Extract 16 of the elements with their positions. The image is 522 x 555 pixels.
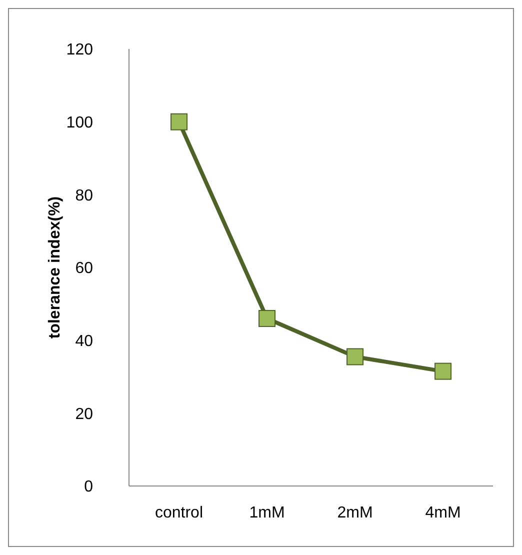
y-tick-label: 80 [75, 187, 94, 204]
y-tick-label: 100 [66, 114, 94, 132]
x-tick-label: control [154, 504, 204, 522]
x-tick-label: 4mM [425, 504, 461, 522]
point [258, 310, 276, 327]
x-tick-label: 2mM [337, 504, 373, 522]
y-tick-label: 20 [75, 406, 94, 423]
y-tick-label: 40 [75, 333, 94, 350]
point [346, 348, 364, 366]
y-axis-title: tolerance index(%) [46, 196, 64, 339]
y-tick-label: 0 [84, 478, 94, 496]
y-tick-label: 60 [75, 260, 94, 278]
x-tick-label: 1mM [249, 504, 285, 522]
y-tick-label: 120 [66, 42, 94, 59]
point [170, 113, 188, 130]
point [434, 362, 452, 380]
